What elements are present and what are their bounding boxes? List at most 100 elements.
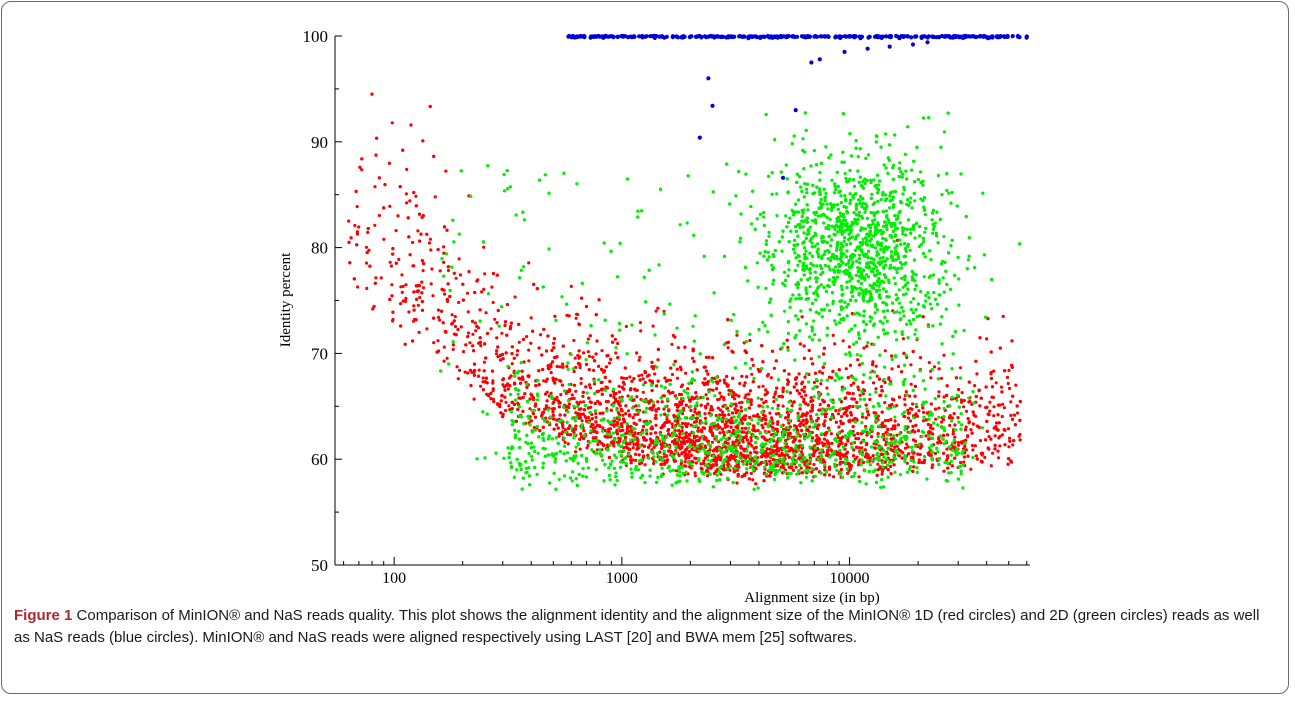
point-1d	[968, 399, 972, 403]
point-1d	[641, 456, 645, 460]
point-1d	[802, 390, 806, 394]
point-1d	[673, 359, 678, 363]
point-1d	[578, 437, 582, 441]
point-1d	[561, 365, 565, 369]
point-2d	[636, 468, 641, 472]
point-1d	[428, 237, 432, 241]
point-1d	[572, 396, 576, 401]
point-1d	[687, 455, 691, 460]
point-1d	[797, 445, 801, 449]
point-1d	[737, 394, 741, 398]
point-1d	[1009, 413, 1013, 417]
point-1d	[495, 273, 499, 277]
point-1d	[653, 372, 657, 376]
point-1d	[692, 359, 696, 364]
point-1d	[578, 447, 582, 451]
point-1d	[674, 403, 678, 407]
point-1d	[471, 332, 475, 336]
point-1d	[743, 349, 747, 353]
point-1d	[693, 474, 698, 478]
point-1d	[722, 378, 726, 382]
point-1d	[825, 386, 829, 390]
point-1d	[551, 413, 555, 417]
point-1d	[890, 354, 894, 358]
point-1d	[670, 422, 674, 426]
point-1d	[619, 407, 623, 412]
point-1d	[626, 409, 631, 413]
point-1d	[473, 290, 477, 295]
point-1d	[754, 445, 758, 449]
point-1d	[477, 368, 481, 372]
point-1d	[788, 391, 793, 395]
point-1d	[798, 424, 802, 428]
point-1d	[889, 418, 893, 422]
point-1d	[858, 363, 862, 367]
point-1d	[962, 460, 966, 464]
point-1d	[743, 381, 747, 385]
point-1d	[977, 425, 981, 429]
point-1d	[631, 446, 635, 450]
point-1d	[691, 356, 695, 360]
point-1d	[755, 414, 759, 418]
point-1d	[770, 349, 775, 353]
point-1d	[920, 460, 924, 465]
point-1d	[404, 283, 408, 287]
point-1d	[391, 310, 395, 314]
point-1d	[595, 448, 599, 452]
point-1d	[871, 363, 875, 367]
point-1d	[760, 397, 764, 401]
point-1d	[650, 379, 654, 383]
point-1d	[921, 419, 926, 423]
point-1d	[671, 390, 675, 395]
point-1d	[396, 214, 400, 218]
point-1d	[680, 445, 684, 449]
point-1d	[937, 394, 941, 398]
point-1d	[389, 264, 393, 268]
point-1d	[787, 455, 791, 459]
point-1d	[748, 338, 752, 343]
point-1d	[586, 406, 591, 410]
point-1d	[680, 401, 684, 406]
point-1d	[699, 403, 703, 407]
point-2d	[724, 437, 729, 441]
point-1d	[913, 394, 917, 398]
point-1d	[795, 376, 799, 380]
point-1d	[895, 433, 899, 437]
point-1d	[411, 240, 415, 245]
point-1d	[973, 444, 978, 448]
point-1d	[501, 415, 505, 419]
point-1d	[993, 447, 997, 451]
point-1d	[774, 390, 778, 394]
point-1d	[519, 396, 523, 400]
point-1d	[421, 269, 425, 273]
point-1d	[660, 400, 664, 404]
point-1d	[570, 397, 574, 401]
point-1d	[670, 372, 675, 377]
point-2d	[807, 380, 811, 384]
point-1d	[432, 154, 436, 158]
point-1d	[769, 433, 774, 437]
point-1d	[673, 335, 677, 339]
point-1d	[942, 451, 946, 455]
point-1d	[740, 426, 744, 430]
point-1d	[600, 388, 604, 392]
point-1d	[584, 385, 588, 389]
point-1d	[559, 393, 563, 397]
point-1d	[937, 406, 941, 410]
point-1d	[917, 460, 921, 465]
point-1d	[546, 364, 550, 368]
point-1d	[404, 192, 408, 196]
point-1d	[769, 471, 773, 475]
point-1d	[544, 379, 548, 383]
point-1d	[822, 352, 826, 356]
point-1d	[637, 374, 641, 378]
point-1d	[973, 384, 977, 388]
point-1d	[684, 464, 688, 468]
point-1d	[803, 385, 807, 389]
point-1d	[983, 455, 987, 459]
point-1d	[495, 336, 499, 340]
point-1d	[1015, 411, 1020, 415]
point-1d	[641, 390, 645, 394]
point-1d	[781, 389, 785, 394]
point-1d	[950, 416, 954, 420]
